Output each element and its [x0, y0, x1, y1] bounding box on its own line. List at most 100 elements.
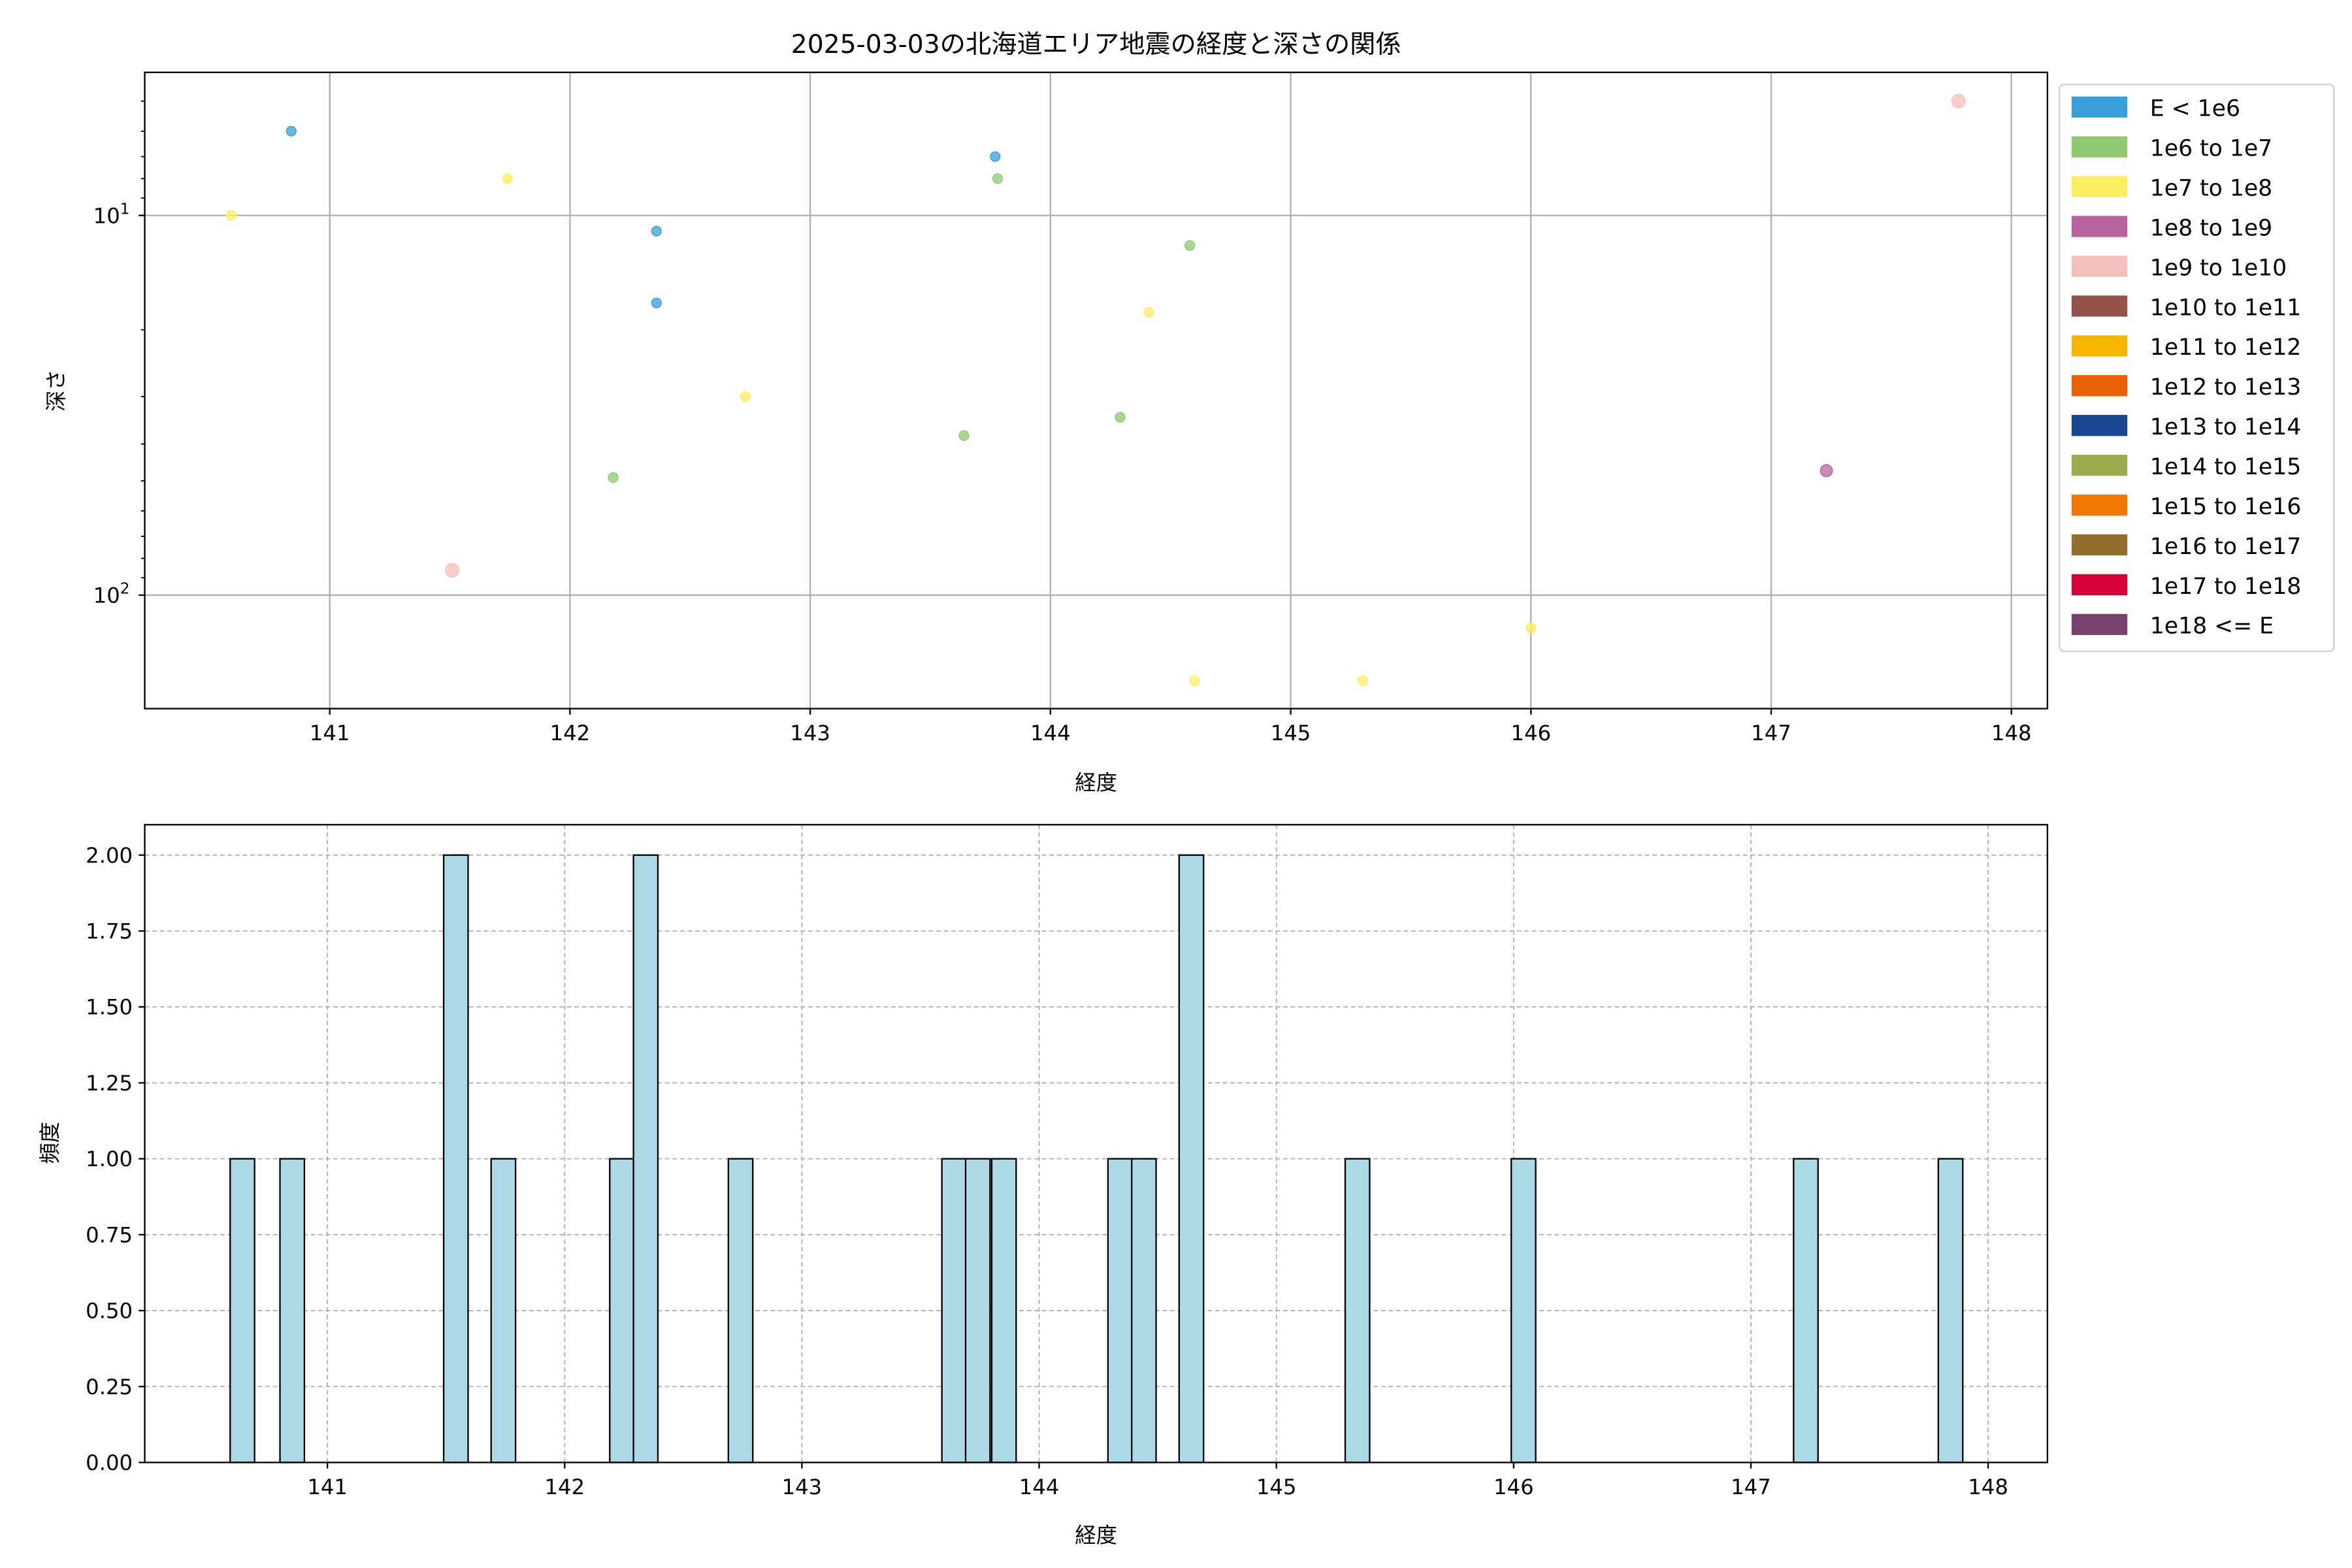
histogram-bar: [1344, 1158, 1371, 1463]
x-tick-label: 146: [1494, 1475, 1534, 1499]
legend-swatch: [2071, 96, 2128, 118]
legend-swatch: [2071, 415, 2128, 436]
legend-label: 1e6 to 1e7: [2150, 136, 2272, 162]
histogram-bar: [442, 854, 469, 1463]
legend-swatch: [2071, 255, 2128, 277]
scatter-point: [1357, 675, 1368, 686]
y-tick-label: 2.00: [86, 843, 133, 868]
histogram-plot: 0.00 0.25 0.50 0.75 1.00 1.25 1.50 1.75 2.00 141 1…: [86, 824, 2048, 1499]
scatter-ylabel: 深さ: [44, 369, 69, 412]
histogram-ylabel: 頻度: [38, 1122, 63, 1164]
scatter-point: [445, 563, 460, 578]
scatter-point: [1526, 623, 1537, 634]
scatter-point: [1820, 464, 1833, 478]
x-tick-label: 147: [1751, 721, 1791, 745]
legend-swatch: [2071, 136, 2128, 157]
legend-swatch: [2071, 216, 2128, 237]
scatter-title: 2025-03-03の北海道エリア地震の経度と深さの関係: [791, 30, 1401, 59]
histogram-bar: [279, 1158, 306, 1463]
x-tick-label: 146: [1511, 721, 1551, 745]
scatter-point: [990, 151, 1001, 162]
x-tick-label: 148: [1968, 1475, 2008, 1499]
y-tick-label: 0.00: [86, 1450, 133, 1475]
x-tick-label: 142: [550, 721, 591, 745]
histogram-bar: [990, 1158, 1017, 1463]
scatter-point: [651, 225, 662, 237]
legend-label: 1e16 to 1e17: [2150, 534, 2301, 560]
x-tick-label: 145: [1256, 1475, 1297, 1499]
scatter-point: [225, 210, 237, 221]
scatter-point: [608, 472, 619, 483]
scatter-point: [1184, 240, 1196, 251]
legend-label: 1e12 to 1e13: [2150, 374, 2301, 400]
legend-frame: [2059, 84, 2335, 653]
legend-label: 1e7 to 1e8: [2150, 176, 2272, 202]
histogram-bar: [1131, 1158, 1157, 1463]
scatter-point: [958, 430, 970, 441]
legend-label: 1e13 to 1e14: [2150, 414, 2301, 440]
histogram-bar: [609, 1158, 635, 1463]
axes-frame: [144, 71, 2048, 710]
legend-swatch: [2071, 574, 2128, 596]
x-tick-label: 143: [782, 1475, 823, 1499]
legend-swatch: [2071, 455, 2128, 476]
scatter-point: [992, 173, 1004, 184]
legend-label: 1e15 to 1e16: [2150, 494, 2301, 520]
legend-swatch: [2071, 375, 2128, 397]
scatter-point: [651, 297, 662, 308]
histogram-bar: [1107, 1158, 1134, 1463]
x-tick-label: 145: [1271, 721, 1311, 745]
legend-label: 1e18 <= E: [2150, 613, 2274, 640]
x-tick-label: 148: [1991, 721, 2032, 745]
scatter-point: [1143, 307, 1154, 318]
legend-swatch: [2071, 176, 2128, 197]
histogram-bar: [964, 1158, 991, 1463]
histogram-bar: [490, 1158, 517, 1463]
legend-label: 1e10 to 1e11: [2150, 295, 2301, 321]
y-tick-label: 0.75: [86, 1222, 133, 1247]
x-tick-label: 141: [307, 1475, 348, 1499]
y-tick-label: 1.75: [86, 919, 133, 944]
legend-label: 1e9 to 1e10: [2150, 255, 2287, 281]
scatter-point: [286, 125, 297, 137]
legend-label: 1e17 to 1e18: [2150, 574, 2301, 600]
x-tick-label: 147: [1731, 1475, 1771, 1499]
scatter-point: [740, 391, 751, 402]
y-tick-label: 0.50: [86, 1299, 133, 1324]
x-tick-label: 144: [1030, 721, 1071, 745]
axes-frame: [144, 824, 2048, 1463]
legend-swatch: [2071, 613, 2128, 635]
histogram-bar: [1178, 854, 1205, 1463]
scatter-point: [502, 173, 513, 184]
histogram-bar: [1793, 1158, 1819, 1463]
scatter-plot: 141 142 143 144 145 146 147 148 101 102: [93, 71, 2048, 745]
x-tick-label: 143: [790, 721, 830, 745]
y-tick-label: 0.25: [86, 1375, 133, 1399]
legend-label: 1e14 to 1e15: [2150, 454, 2301, 480]
x-tick-label: 142: [544, 1475, 585, 1499]
scatter-point: [1189, 675, 1200, 686]
x-tick-label: 144: [1019, 1475, 1060, 1499]
histogram-xlabel: 経度: [1075, 1523, 1117, 1548]
y-tick-label: 1.25: [86, 1071, 133, 1096]
y-tick-label: 101: [93, 201, 130, 228]
legend-swatch: [2071, 534, 2128, 556]
histogram-bar: [1937, 1158, 1964, 1463]
legend-label: 1e8 to 1e9: [2150, 215, 2272, 241]
legend-swatch: [2071, 335, 2128, 357]
legend-label: 1e11 to 1e12: [2150, 335, 2301, 361]
y-tick-label: 1.00: [86, 1147, 133, 1171]
legend-label: E < 1e6: [2150, 96, 2240, 122]
y-tick-label: 1.50: [86, 995, 133, 1020]
histogram-bar: [941, 1158, 968, 1463]
scatter-xlabel: 経度: [1075, 770, 1117, 795]
histogram-bar: [727, 1158, 754, 1463]
legend-swatch: [2071, 295, 2128, 317]
x-tick-label: 141: [310, 721, 350, 745]
histogram-bar: [229, 1158, 255, 1463]
scatter-point: [1951, 93, 1966, 108]
y-tick-label: 102: [93, 581, 130, 608]
scatter-point: [1115, 412, 1126, 423]
histogram-bar: [1511, 1158, 1537, 1463]
